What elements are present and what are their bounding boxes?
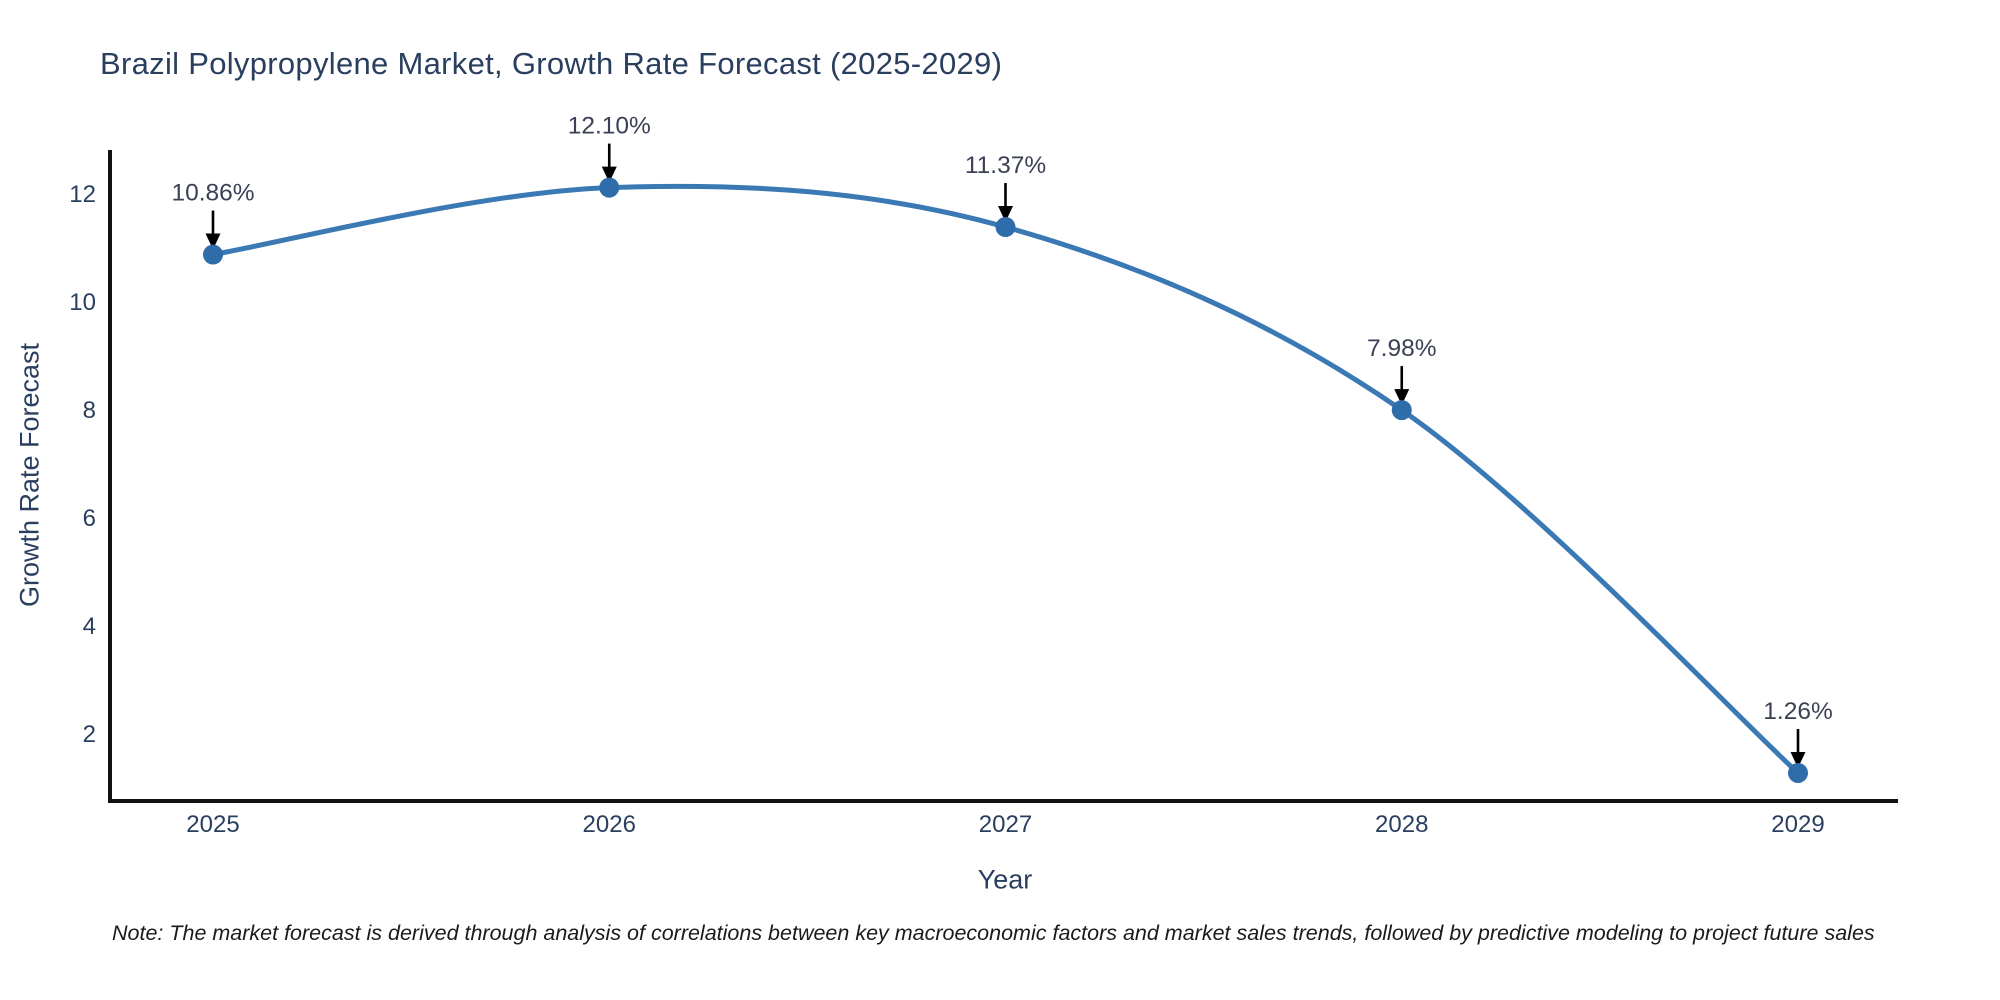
annotation-arrow-head — [998, 206, 1013, 223]
data-point-label: 10.86% — [171, 180, 254, 207]
y-tick-label: 4 — [83, 613, 96, 640]
data-point-label: 7.98% — [1367, 335, 1436, 362]
data-point-label: 11.37% — [965, 152, 1046, 179]
forecast-line — [210, 183, 1801, 776]
data-point-marker-2025[interactable] — [203, 244, 223, 265]
x-tick-label: 2028 — [1375, 811, 1428, 838]
annotation-arrow-head — [1790, 751, 1806, 768]
y-tick-label: 2 — [83, 721, 96, 748]
y-tick-label: 12 — [69, 181, 96, 208]
annotation-arrow-head — [205, 233, 221, 250]
y-tick-label: 8 — [83, 397, 96, 424]
annotation-arrow-head — [601, 166, 617, 183]
x-tick-label: 2026 — [583, 811, 636, 838]
footnote: Note: The market forecast is derived thr… — [112, 921, 1875, 945]
y-tick-label: 6 — [83, 505, 96, 532]
data-point-marker-2029[interactable] — [1788, 762, 1808, 783]
data-point-label: 12.10% — [568, 113, 651, 140]
data-point-label: 1.26% — [1763, 698, 1832, 725]
y-tick-label: 10 — [69, 289, 96, 316]
x-tick-label: 2027 — [979, 811, 1032, 838]
data-point-marker-2028[interactable] — [1391, 400, 1412, 421]
chart-title: Brazil Polypropylene Market, Growth Rate… — [100, 46, 1003, 81]
x-axis-title: Year — [977, 864, 1033, 895]
annotation-arrow-head — [1394, 389, 1410, 406]
data-point-marker-2026[interactable] — [599, 177, 620, 198]
x-tick-label: 2025 — [186, 811, 239, 838]
data-point-marker-2027[interactable] — [995, 217, 1016, 238]
x-tick-label: 2029 — [1771, 811, 1824, 838]
